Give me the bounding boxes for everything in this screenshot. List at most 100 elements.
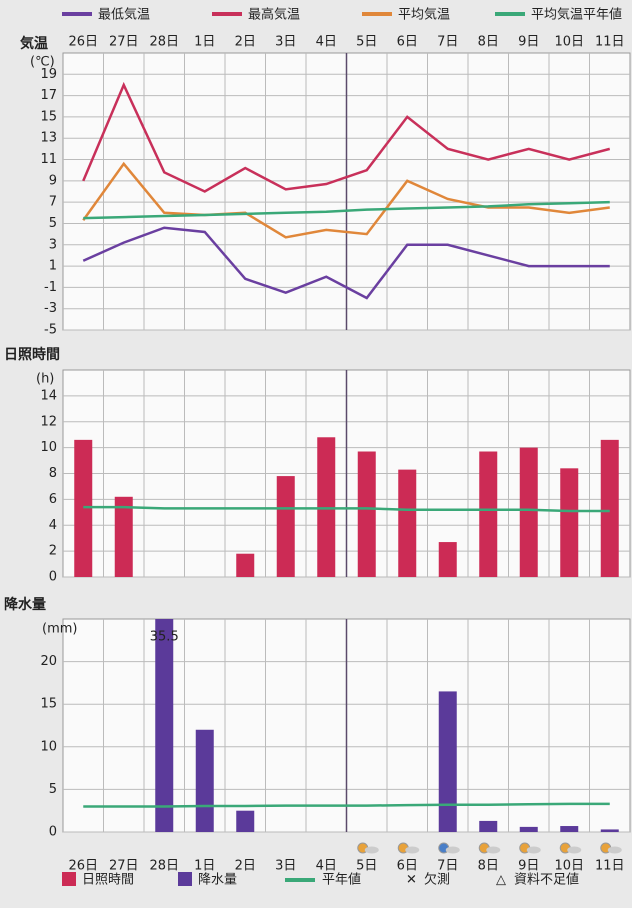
x-tick-label: 3日 <box>275 35 296 50</box>
legend-label: 資料不足値 <box>514 872 579 888</box>
y-tick-label: 19 <box>40 67 57 82</box>
plot <box>83 619 619 832</box>
bar <box>317 437 336 577</box>
y-tick-label: 1 <box>49 259 57 274</box>
x-tick-label: 1日 <box>194 859 215 874</box>
weather-icon-cloud <box>486 846 501 854</box>
y-tick-label: 5 <box>49 782 57 797</box>
x-tick-label: 27日 <box>109 35 139 50</box>
x-tick-label: 4日 <box>316 859 337 874</box>
weather-icon-cloud <box>526 846 541 854</box>
data-label: 35.5 <box>150 630 179 645</box>
legend-swatch <box>178 872 192 886</box>
x-tick-label: 28日 <box>149 35 179 50</box>
x-tick-label: 10日 <box>554 859 584 874</box>
y-axis-unit: (℃) <box>30 55 55 70</box>
x-tick-label: 11日 <box>595 859 625 874</box>
y-tick-label: 10 <box>40 739 57 754</box>
series-line <box>83 505 610 513</box>
legend-label: 平均気温 <box>398 7 450 23</box>
legend-label: 日照時間 <box>82 873 134 888</box>
y-tick-label: -1 <box>44 280 57 295</box>
plot <box>74 437 619 577</box>
y-tick-label: 0 <box>49 570 57 585</box>
weather-icon-cloud <box>607 846 622 854</box>
legend-swatch <box>62 872 76 886</box>
weather-icon-cloud <box>405 846 420 854</box>
bar <box>560 826 579 832</box>
weather-icon-cloud <box>567 846 582 854</box>
y-tick-label: 12 <box>40 414 57 429</box>
x-tick-label: 1日 <box>194 35 215 50</box>
bar <box>519 826 538 832</box>
bar <box>479 820 498 832</box>
series-line <box>82 161 610 239</box>
x-tick-label: 8日 <box>478 35 499 50</box>
x-tick-label: 6日 <box>397 35 418 50</box>
x-tick-label: 8日 <box>478 859 499 874</box>
y-tick-label: 8 <box>49 466 57 481</box>
x-tick-label: 2日 <box>235 859 256 874</box>
y-tick-label: 4 <box>49 518 57 533</box>
series-line <box>82 81 611 193</box>
x-tick-label: 7日 <box>437 859 458 874</box>
legend-symbol: ✕ <box>406 873 417 888</box>
bar <box>438 542 457 577</box>
weather-icon-cloud <box>445 846 460 854</box>
legend-label: 最低気温 <box>98 7 150 23</box>
y-tick-label: 5 <box>49 216 57 231</box>
bar <box>519 447 538 577</box>
x-tick-label: 27日 <box>109 859 139 874</box>
bar <box>438 691 457 832</box>
series-line <box>82 226 610 300</box>
y-tick-label: 7 <box>49 195 57 210</box>
series-line <box>83 200 610 220</box>
legend-label: 最高気温 <box>248 7 300 23</box>
plot <box>82 81 611 300</box>
y-tick-label: 0 <box>49 825 57 840</box>
series-line <box>83 802 610 808</box>
bar <box>236 810 255 832</box>
bar <box>600 439 619 577</box>
bar <box>276 476 295 577</box>
y-tick-label: 11 <box>40 152 57 167</box>
bar <box>398 469 417 577</box>
x-tick-label: 26日 <box>68 859 98 874</box>
y-tick-label: 10 <box>40 440 57 455</box>
y-tick-label: 15 <box>40 697 57 712</box>
bar <box>600 829 619 832</box>
x-tick-label: 7日 <box>437 35 458 50</box>
legend-symbol: △ <box>496 873 506 888</box>
y-tick-label: 13 <box>40 131 57 146</box>
y-tick-label: 2 <box>49 544 57 559</box>
x-tick-label: 9日 <box>518 35 539 50</box>
x-tick-label: 4日 <box>316 35 337 50</box>
x-tick-label: 5日 <box>356 35 377 50</box>
x-tick-label: 6日 <box>397 859 418 874</box>
y-tick-label: 15 <box>40 109 57 124</box>
legend-label: 欠測 <box>424 872 450 888</box>
y-tick-label: 6 <box>49 492 57 507</box>
y-tick-label: -5 <box>44 323 57 338</box>
x-tick-label: 10日 <box>554 35 584 50</box>
y-axis-label: 降水量 <box>4 596 46 613</box>
x-tick-label: 2日 <box>235 35 256 50</box>
x-tick-label: 26日 <box>68 35 98 50</box>
bar <box>560 468 579 577</box>
x-tick-label: 5日 <box>356 859 377 874</box>
x-tick-label: 28日 <box>149 859 179 874</box>
bar <box>479 451 498 577</box>
legend-label: 平均気温平年値 <box>531 7 622 23</box>
bar <box>114 496 133 577</box>
bar <box>236 553 255 577</box>
x-tick-label: 11日 <box>595 35 625 50</box>
bar <box>155 619 174 832</box>
y-tick-label: 9 <box>49 173 57 188</box>
y-axis-label: 気温 <box>20 35 48 52</box>
y-axis-label: 日照時間 <box>4 346 60 363</box>
y-tick-label: 14 <box>40 388 57 403</box>
x-tick-label: 9日 <box>518 859 539 874</box>
y-tick-label: 17 <box>40 88 57 103</box>
y-tick-label: -3 <box>44 301 57 316</box>
